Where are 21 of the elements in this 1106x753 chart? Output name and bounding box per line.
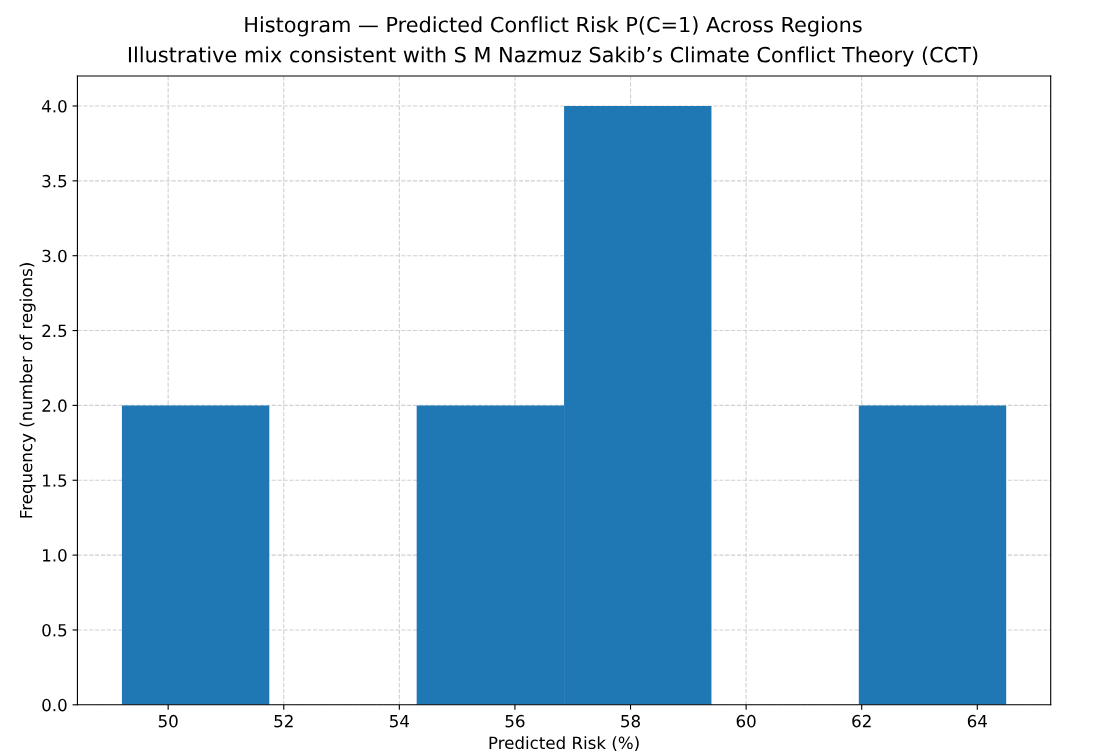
y-axis-title: Frequency (number of regions) — [19, 263, 36, 518]
x-tick-label: 64 — [967, 714, 987, 728]
x-tick-label: 50 — [158, 714, 178, 728]
chart-title: Histogram — Predicted Conflict Risk P(C=1) Across Regions — [245, 16, 862, 37]
y-tick-label: 0.0 — [42, 698, 67, 712]
x-tick-label: 58 — [621, 714, 640, 728]
x-tick-label: 56 — [505, 714, 525, 728]
y-tick-label: 2.5 — [42, 324, 67, 338]
chart-subtitle: Illustrative mix consistent with S M Nazmuz Sakib’s Climate Conflict Theory (CCT) — [128, 46, 978, 67]
x-axis-title: Predicted Risk (%) — [489, 736, 639, 752]
x-tick-label: 52 — [274, 714, 293, 728]
y-tick-label: 3.5 — [42, 174, 67, 188]
y-tick-label: 2.0 — [42, 399, 67, 412]
x-tick-label: 54 — [390, 715, 410, 728]
y-tick-label: 1.5 — [43, 474, 67, 487]
y-tick-label: 4.0 — [42, 99, 67, 113]
x-tick-label: 62 — [852, 714, 871, 728]
y-tick-label: 1.0 — [43, 549, 67, 562]
x-tick-label: 60 — [736, 714, 756, 728]
y-tick-label: 3.0 — [42, 249, 67, 263]
y-tick-label: 0.5 — [42, 623, 67, 637]
